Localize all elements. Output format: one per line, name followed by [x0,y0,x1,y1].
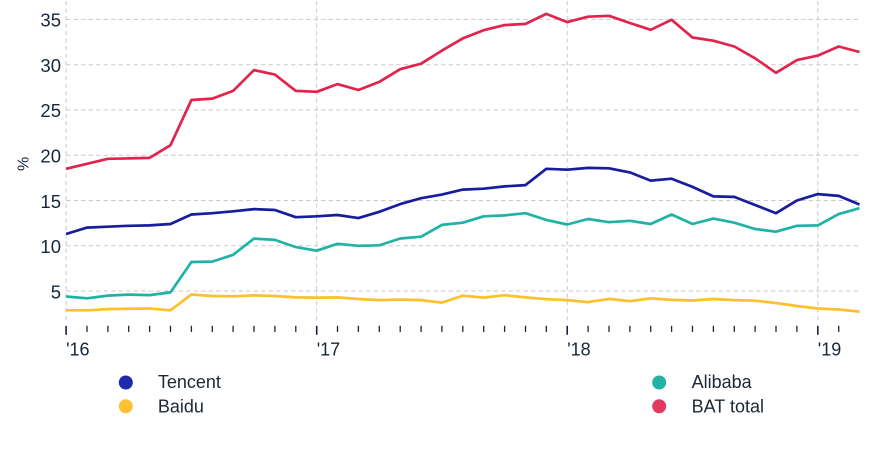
svg-text:35: 35 [40,10,61,31]
svg-text:30: 30 [40,55,61,76]
svg-text:'18: '18 [567,340,590,360]
svg-text:Alibaba: Alibaba [692,372,753,392]
svg-text:10: 10 [40,236,61,257]
svg-text:'16: '16 [66,340,89,360]
svg-text:Baidu: Baidu [158,396,204,416]
svg-text:'17: '17 [317,340,340,360]
svg-text:Tencent: Tencent [158,372,221,392]
svg-text:5: 5 [51,281,61,302]
svg-text:15: 15 [40,191,61,212]
svg-text:BAT total: BAT total [692,396,764,416]
svg-text:%: % [14,157,31,171]
svg-text:25: 25 [40,100,61,121]
svg-text:20: 20 [40,146,61,167]
svg-text:'19: '19 [818,340,841,360]
